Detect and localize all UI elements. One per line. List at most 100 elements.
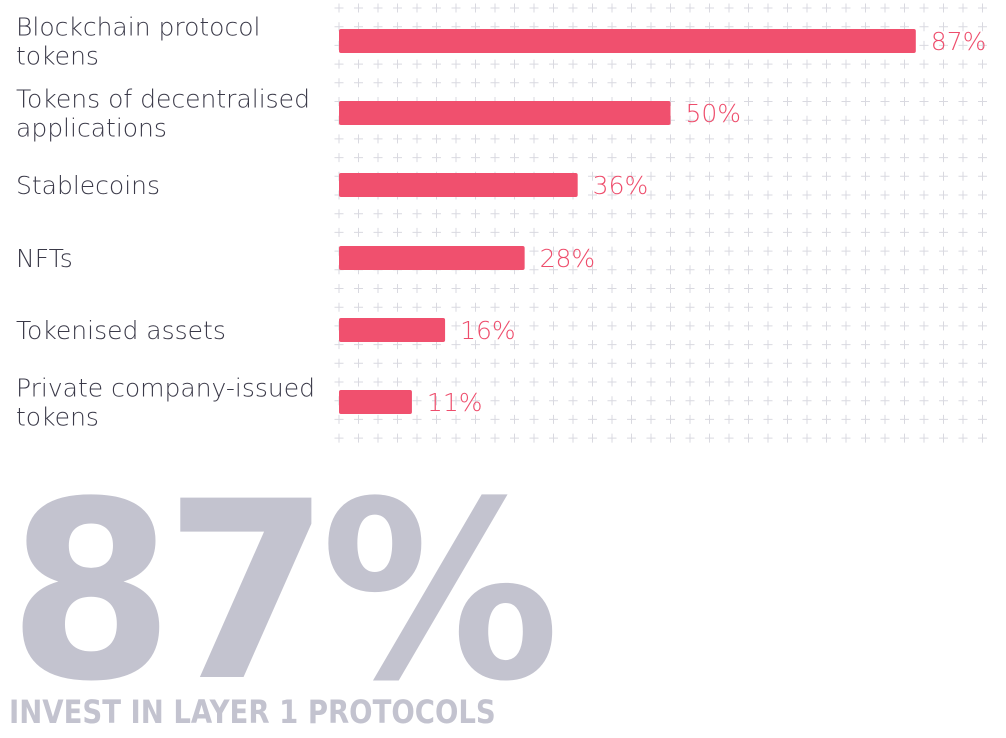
grid-plus-mark — [471, 302, 480, 312]
grid-plus-mark — [646, 209, 656, 219]
grid-plus-mark — [529, 78, 539, 88]
grid-plus-mark — [880, 171, 890, 181]
grid-plus-mark — [705, 78, 714, 88]
grid-plus-mark — [978, 171, 987, 181]
grid-plus-mark — [958, 396, 968, 406]
grid-plus-mark — [861, 227, 870, 237]
grid-plus-mark — [432, 377, 441, 387]
grid-plus-mark — [841, 153, 851, 163]
grid-plus-mark — [627, 321, 636, 331]
grid-plus-mark — [705, 59, 714, 69]
grid-plus-mark — [978, 190, 987, 200]
grid-plus-mark — [607, 358, 617, 368]
bar — [339, 318, 446, 342]
grid-plus-mark — [958, 3, 968, 13]
grid-plus-mark — [549, 78, 558, 88]
grid-plus-mark — [490, 227, 500, 237]
grid-plus-mark — [919, 377, 929, 387]
grid-plus-mark — [490, 209, 500, 219]
grid-plus-mark — [568, 377, 578, 387]
grid-plus-mark — [802, 340, 812, 350]
grid-plus-mark — [588, 284, 597, 293]
grid-plus-mark — [880, 227, 890, 237]
grid-plus-mark — [646, 246, 656, 256]
grid-plus-mark — [705, 209, 714, 219]
grid-plus-mark — [627, 171, 636, 181]
grid-plus-mark — [529, 433, 539, 443]
grid-plus-mark — [919, 3, 929, 13]
grid-plus-mark — [568, 209, 578, 219]
grid-plus-mark — [705, 3, 714, 13]
grid-plus-mark — [822, 97, 831, 106]
grid-plus-mark — [880, 340, 890, 350]
grid-plus-mark — [607, 190, 617, 200]
grid-plus-mark — [900, 377, 909, 387]
grid-plus-mark — [724, 59, 734, 69]
grid-plus-mark — [451, 414, 461, 424]
grid-plus-mark — [412, 284, 422, 293]
grid-plus-mark — [627, 284, 636, 293]
grid-plus-mark — [666, 3, 675, 13]
grid-plus-mark — [666, 78, 675, 88]
grid-plus-mark — [354, 153, 363, 163]
grid-plus-mark — [627, 246, 636, 256]
category-label: Blockchain protocol tokens — [16, 13, 260, 71]
grid-plus-mark — [412, 209, 422, 219]
grid-plus-mark — [958, 265, 968, 275]
grid-plus-mark — [705, 358, 714, 368]
grid-plus-mark — [861, 284, 870, 293]
grid-plus-mark — [958, 171, 968, 181]
grid-plus-mark — [939, 78, 948, 88]
grid-plus-mark — [685, 302, 695, 312]
grid-plus-mark — [471, 358, 480, 368]
grid-plus-mark — [666, 209, 675, 219]
grid-plus-mark — [880, 358, 890, 368]
grid-plus-mark — [900, 340, 909, 350]
grid-plus-mark — [958, 321, 968, 331]
grid-plus-mark — [880, 396, 890, 406]
grid-plus-mark — [471, 340, 480, 350]
grid-plus-mark — [841, 265, 851, 275]
grid-plus-mark — [588, 302, 597, 312]
grid-plus-mark — [646, 284, 656, 293]
grid-plus-mark — [607, 302, 617, 312]
grid-plus-mark — [900, 358, 909, 368]
grid-plus-mark — [588, 153, 597, 163]
grid-plus-mark — [588, 433, 597, 443]
grid-plus-mark — [471, 153, 480, 163]
grid-plus-mark — [432, 302, 441, 312]
grid-plus-mark — [978, 265, 987, 275]
grid-plus-mark — [393, 78, 402, 88]
grid-plus-mark — [627, 3, 636, 13]
grid-plus-mark — [412, 78, 422, 88]
grid-plus-mark — [549, 153, 558, 163]
bar — [339, 101, 671, 125]
grid-plus-mark — [432, 227, 441, 237]
grid-plus-mark — [432, 358, 441, 368]
grid-plus-mark — [919, 414, 929, 424]
grid-plus-mark — [822, 321, 831, 331]
grid-plus-mark — [588, 265, 597, 275]
grid-plus-mark — [744, 321, 753, 331]
grid-plus-mark — [568, 302, 578, 312]
grid-plus-mark — [861, 433, 870, 443]
category-label-line: Blockchain protocol — [16, 13, 260, 42]
grid-plus-mark — [939, 97, 948, 106]
grid-plus-mark — [373, 59, 383, 69]
grid-plus-mark — [588, 396, 597, 406]
grid-plus-mark — [549, 321, 558, 331]
grid-plus-mark — [646, 414, 656, 424]
grid-plus-mark — [861, 358, 870, 368]
grid-plus-mark — [646, 433, 656, 443]
grid-plus-mark — [588, 171, 597, 181]
grid-plus-mark — [705, 115, 714, 125]
grid-plus-mark — [802, 358, 812, 368]
grid-plus-mark — [705, 97, 714, 106]
grid-plus-mark — [393, 227, 402, 237]
grid-plus-mark — [549, 134, 558, 144]
grid-plus-mark — [939, 134, 948, 144]
grid-plus-mark — [841, 246, 851, 256]
grid-plus-mark — [939, 246, 948, 256]
grid-plus-mark — [841, 358, 851, 368]
grid-plus-mark — [510, 396, 519, 406]
